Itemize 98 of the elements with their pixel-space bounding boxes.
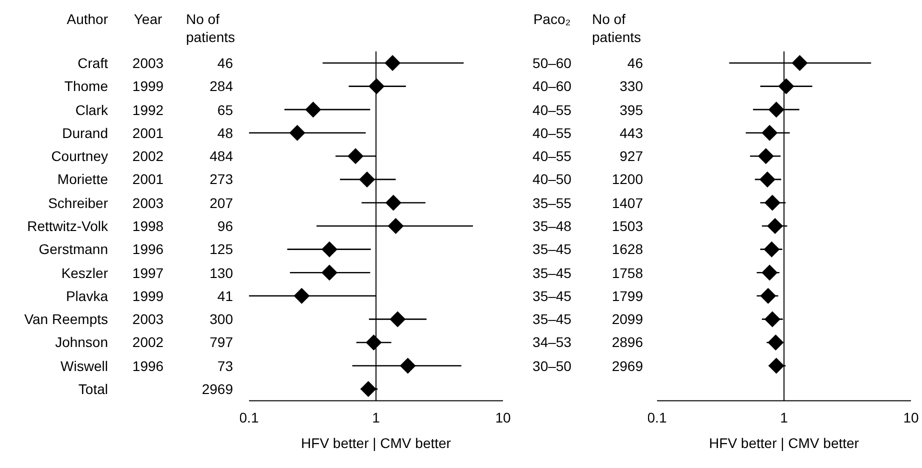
category-label: 40–50 <box>532 170 572 188</box>
x-axis-title: HFV better | CMV better <box>301 434 451 451</box>
point <box>759 171 776 188</box>
data-label: 1799 <box>612 286 643 305</box>
text: Year <box>134 10 162 28</box>
category-label: Clark <box>75 100 108 119</box>
data-label: 46 <box>217 54 233 72</box>
x-tick-label: 0.1 <box>647 410 667 426</box>
point <box>760 288 776 304</box>
data-label: 73 <box>217 356 233 375</box>
point <box>758 148 774 164</box>
data-label: 395 <box>620 100 643 119</box>
category-label: 35–48 <box>532 217 572 236</box>
data-label: 46 <box>627 54 643 72</box>
x-tick-label: 0.1 <box>239 410 259 426</box>
data-label: 2099 <box>612 310 643 328</box>
data-label: 443 <box>620 124 643 142</box>
x-axis-title: HFV better | CMV better <box>709 434 859 451</box>
data-label: 330 <box>620 77 643 96</box>
point <box>764 194 780 211</box>
data-label: 1503 <box>612 217 643 236</box>
x-tick-label: 1 <box>780 410 788 426</box>
data-label: 2003 <box>132 194 164 212</box>
text: No of patients <box>592 10 642 46</box>
data-label: 65 <box>217 100 233 119</box>
category-label: Schreiber <box>48 194 108 212</box>
data-label: 284 <box>210 77 233 96</box>
category-label: Johnson <box>55 333 108 352</box>
data-label: 300 <box>210 310 233 328</box>
data-label: 2001 <box>132 170 164 188</box>
data-label: 2969 <box>612 356 643 375</box>
point <box>764 311 780 328</box>
text: No of patients <box>186 10 236 46</box>
data-label: 207 <box>210 194 233 212</box>
data-label: 2001 <box>132 124 164 142</box>
data-label: 484 <box>210 147 233 166</box>
category-label: Wiswell <box>60 356 108 375</box>
data-label: 1628 <box>612 240 643 258</box>
data-label: 797 <box>210 333 233 352</box>
x-tick-label: 10 <box>495 410 511 426</box>
data-label: 2003 <box>132 54 164 72</box>
category-label: 40–55 <box>532 124 572 142</box>
text: Paco₂ <box>533 10 571 28</box>
x-tick-label: 10 <box>903 410 919 426</box>
data-label: 1992 <box>132 100 164 119</box>
category-label: Plavka <box>66 286 108 305</box>
category-label: Total <box>78 380 108 398</box>
text: Author <box>66 10 108 28</box>
category-label: Keszler <box>61 264 108 282</box>
data-label: 96 <box>217 217 233 236</box>
data-label: 273 <box>210 170 233 188</box>
category-label: 40–60 <box>532 77 572 96</box>
data-label: 1996 <box>132 356 164 375</box>
category-label: 34–53 <box>532 333 572 352</box>
point <box>762 264 778 281</box>
data-label: 130 <box>210 264 233 282</box>
point <box>778 78 794 94</box>
data-label: 48 <box>217 124 233 142</box>
category-label: Durand <box>62 124 108 142</box>
category-label: Craft <box>78 54 108 72</box>
data-label: 2002 <box>132 147 164 166</box>
category-label: Rettwitz-Volk <box>27 217 108 236</box>
category-label: Van Reempts <box>24 310 108 328</box>
data-label: 1999 <box>132 286 164 305</box>
data-label: 125 <box>210 240 233 258</box>
category-label: 40–55 <box>532 147 572 166</box>
data-label: 1407 <box>612 194 643 212</box>
data-label: 1997 <box>132 264 164 282</box>
data-label: 1996 <box>132 240 164 258</box>
category-label: 30–50 <box>532 356 572 375</box>
x-tick-label: 1 <box>372 410 380 426</box>
category-label: 35–45 <box>532 240 572 258</box>
data-label: 2002 <box>132 333 164 352</box>
data-label: 2003 <box>132 310 164 328</box>
data-label: 2896 <box>612 333 643 352</box>
point <box>768 334 784 350</box>
data-label: 1758 <box>612 264 643 282</box>
point <box>768 102 784 118</box>
data-label: 927 <box>620 147 643 166</box>
category-label: 35–45 <box>532 286 572 305</box>
category-label: 40–55 <box>532 100 572 119</box>
category-label: Courtney <box>51 147 108 166</box>
point <box>764 241 780 258</box>
data-label: 1999 <box>132 77 164 96</box>
category-label: 50–60 <box>532 54 572 72</box>
category-label: Thome <box>64 77 108 96</box>
category-label: 35–45 <box>532 310 572 328</box>
category-label: Gerstmann <box>38 240 108 258</box>
data-label: 1200 <box>612 170 643 188</box>
category-label: 35–45 <box>532 264 572 282</box>
point <box>762 124 778 141</box>
data-label: 41 <box>217 286 233 305</box>
point <box>767 218 784 234</box>
data-label: 2969 <box>202 380 233 398</box>
category-label: 35–55 <box>532 194 572 212</box>
point <box>768 358 784 374</box>
data-label: 1998 <box>132 217 164 236</box>
category-label: Moriette <box>57 170 108 188</box>
